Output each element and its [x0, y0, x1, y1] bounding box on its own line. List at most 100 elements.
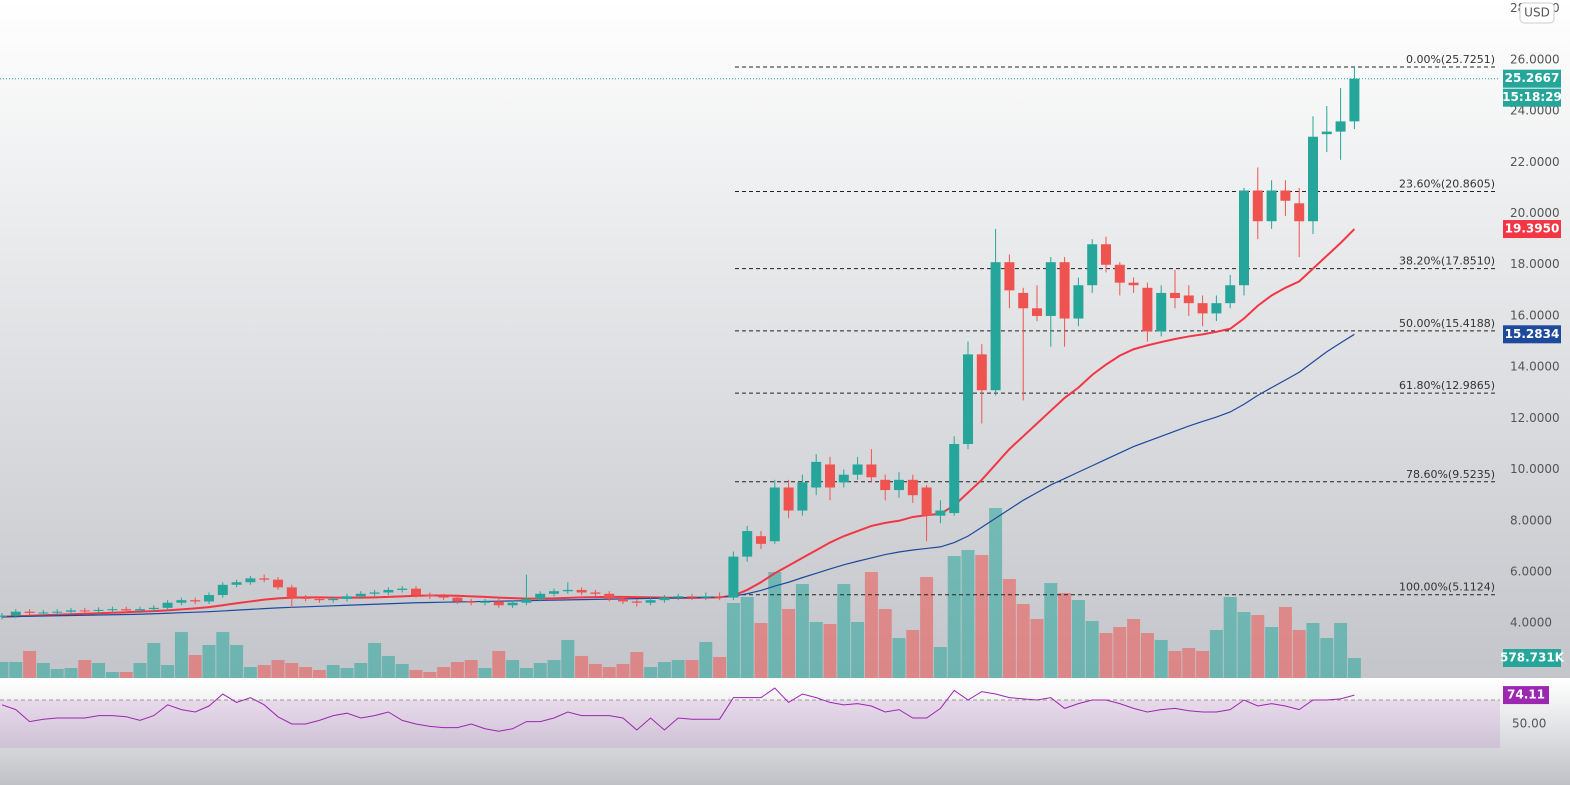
ma-tag-bg: [1503, 220, 1561, 239]
candle-body: [231, 582, 242, 585]
volume-bar: [1237, 612, 1251, 678]
candle-body: [963, 354, 973, 444]
volume-bar: [340, 668, 354, 678]
volume-bar: [864, 571, 878, 678]
volume-bar: [50, 669, 64, 678]
candle-body: [949, 443, 960, 514]
y-tick-label: 12.0000: [1510, 411, 1560, 425]
volume-bar: [216, 632, 230, 678]
candle-body: [245, 578, 256, 583]
candle-body: [825, 464, 835, 488]
candle-body: [894, 479, 904, 491]
candle-body: [1101, 244, 1111, 265]
candle-body: [1004, 262, 1015, 291]
candle-body: [1156, 292, 1167, 332]
price-pane: [0, 0, 1570, 678]
candle-body: [783, 487, 794, 511]
candle-body: [604, 593, 615, 599]
currency-badge[interactable]: [1519, 2, 1555, 24]
volume-bar: [1334, 622, 1348, 678]
candle-body: [1349, 78, 1360, 122]
volume-bar: [271, 659, 285, 678]
volume-bar: [1278, 606, 1292, 678]
candle-body: [10, 611, 21, 616]
volume-bar: [354, 663, 368, 678]
volume-bar: [1044, 583, 1058, 678]
volume-bar: [961, 550, 975, 678]
volume-bar: [381, 655, 395, 678]
y-tick-label: 6.0000: [1510, 564, 1552, 578]
y-tick-label: 26.0000: [1510, 52, 1560, 66]
volume-bar: [671, 659, 685, 678]
candle-body: [1308, 136, 1318, 222]
candle-body: [1183, 295, 1194, 304]
candle-body: [411, 588, 421, 596]
rsi-tag: 74.11: [1507, 688, 1545, 702]
volume-bar: [423, 671, 437, 678]
volume-bar: [368, 642, 382, 678]
volume-bar: [657, 662, 671, 678]
y-tick-label: 4.0000: [1510, 616, 1552, 630]
candle-body: [438, 596, 449, 598]
fib-label: 78.60%(9.5235): [1406, 468, 1495, 481]
candle-body: [259, 578, 270, 580]
candle-body: [535, 593, 546, 599]
volume-bar: [161, 665, 175, 678]
rsi-tick-label: 50.00: [1512, 716, 1546, 730]
candle-body: [935, 510, 946, 516]
candle-body: [631, 601, 642, 603]
fib-label: 38.20%(17.8510): [1399, 255, 1495, 268]
volume-bar: [726, 603, 740, 678]
candle-body: [576, 589, 587, 593]
volume-bar: [699, 641, 713, 678]
ma-tag: 19.3950: [1505, 222, 1560, 236]
volume-bar: [933, 647, 947, 678]
candle-body: [507, 602, 518, 606]
candle-body: [204, 595, 214, 602]
last-price-tag: 25.2667: [1505, 71, 1560, 85]
volume-bar: [782, 608, 796, 678]
rsi-tag-bg: [1503, 686, 1549, 705]
candle-body: [452, 597, 463, 602]
y-tick-label: 16.0000: [1510, 308, 1560, 322]
volume-bar: [326, 665, 340, 678]
volume-bar: [1182, 648, 1196, 678]
candle-body: [1128, 282, 1139, 286]
candle-body: [273, 579, 283, 588]
volume-bar: [9, 662, 23, 678]
volume-bar: [23, 651, 37, 678]
y-tick-label: 18.0000: [1510, 257, 1560, 271]
candle-body: [66, 610, 76, 612]
currency: USD: [1524, 6, 1550, 20]
volume-bar: [1085, 620, 1099, 678]
candle-body: [1032, 308, 1042, 316]
candle-body: [756, 536, 766, 544]
volume-bar: [1099, 633, 1113, 678]
volume-bar: [464, 659, 478, 678]
volume-bar: [478, 668, 492, 678]
candle-body: [0, 615, 7, 617]
fib-label: 50.00%(15.4188): [1399, 317, 1495, 330]
candle-body: [383, 589, 394, 593]
volume-bar: [906, 630, 920, 678]
candle-body: [797, 482, 808, 511]
fib-label: 61.80%(12.9865): [1399, 379, 1495, 392]
candle-body: [1335, 121, 1346, 132]
candle-body: [1170, 292, 1180, 299]
volume-bar: [78, 659, 92, 678]
candle-body: [1045, 262, 1056, 316]
rsi-line: [1, 687, 1355, 732]
candle-body: [880, 479, 891, 491]
candle-body: [355, 593, 366, 597]
volume-bar: [1030, 619, 1044, 678]
volume-bar: [975, 554, 989, 678]
volume-bar: [809, 621, 823, 678]
volume-bar: [920, 577, 934, 678]
volume-bar: [989, 508, 1003, 678]
volume-bar: [409, 669, 423, 678]
volume-bar: [1016, 603, 1030, 678]
candle-body: [990, 262, 1001, 391]
candle-body: [397, 588, 408, 590]
volume-bar: [644, 667, 658, 678]
candle-body: [1211, 303, 1222, 314]
